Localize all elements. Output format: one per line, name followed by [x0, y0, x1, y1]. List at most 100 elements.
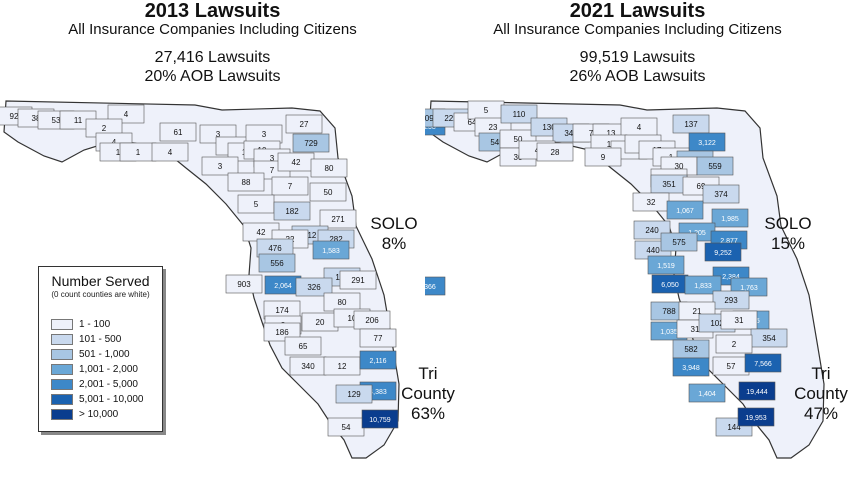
- county-area: [309, 182, 347, 202]
- county-label: 6,050: [661, 282, 679, 289]
- county-label: 30: [675, 162, 684, 171]
- county-area: [737, 407, 775, 427]
- county-area: [666, 200, 704, 220]
- county-label: 2,877: [720, 238, 738, 245]
- county-area: [584, 147, 622, 167]
- map-title: 2013 Lawsuits: [144, 0, 281, 22]
- county-label: 1,583: [322, 248, 340, 255]
- county-label: 440: [646, 246, 660, 255]
- county-label: 3: [270, 154, 275, 163]
- county-label: 1,763: [740, 285, 758, 292]
- county-label: 240: [645, 226, 659, 235]
- county-label: 174: [275, 306, 289, 315]
- legend-note: (0 count counties are white): [51, 290, 150, 299]
- county-area: [227, 172, 265, 192]
- county-area: [310, 158, 348, 178]
- county-label: 50: [324, 188, 333, 197]
- county-label: 92: [10, 112, 19, 121]
- county-label: 7,566: [754, 361, 772, 368]
- county-label: 2: [102, 124, 107, 133]
- county-label: 10: [348, 314, 357, 323]
- county-area: [258, 253, 296, 273]
- county-label: 19,953: [745, 415, 767, 422]
- county-label: 2,384: [722, 274, 740, 281]
- county-label: 729: [304, 139, 318, 148]
- legend-item: 501 - 1,000: [51, 349, 130, 360]
- county-area: [107, 104, 145, 124]
- county-label: 28: [551, 148, 560, 157]
- county-label: 80: [325, 164, 334, 173]
- county-label: 575: [672, 238, 686, 247]
- county-label: 903: [237, 280, 251, 289]
- county-label: 20: [316, 318, 325, 327]
- county-area: [704, 242, 742, 262]
- county-label: 282: [329, 235, 343, 244]
- county-area: [361, 409, 399, 429]
- county-label: 54: [342, 423, 351, 432]
- county-label: 1,833: [694, 283, 712, 290]
- county-label: 340: [301, 362, 315, 371]
- county-area: [672, 357, 710, 377]
- county-label: 65: [299, 342, 308, 351]
- county-label: 2,258: [425, 124, 436, 131]
- county-label: 186: [275, 328, 289, 337]
- county-label: 354: [762, 334, 776, 343]
- county-label: 3,122: [698, 140, 716, 147]
- county-label: 7: [288, 182, 293, 191]
- county-label: 351: [662, 180, 676, 189]
- county-label: 2,116: [370, 358, 387, 365]
- county-area: [159, 122, 197, 142]
- county-label: 206: [365, 316, 379, 325]
- county-label: 2,064: [274, 283, 292, 290]
- county-label: 42: [257, 228, 266, 237]
- county-label: 5: [254, 200, 259, 209]
- map-subtitle: All Insurance Companies Including Citize…: [493, 21, 782, 38]
- county-label: 77: [374, 334, 383, 343]
- county-label: 57: [727, 362, 736, 371]
- county-label: 130: [542, 123, 556, 132]
- county-label: 3: [216, 130, 221, 139]
- county-label: 112: [304, 231, 317, 240]
- county-area: [151, 142, 189, 162]
- county-area: [711, 208, 749, 228]
- county-label: 53: [52, 116, 61, 125]
- county-label: 19,444: [746, 389, 768, 396]
- county-label: 182: [285, 207, 299, 216]
- county-label: 23: [489, 123, 498, 132]
- solo-percent: 15%: [770, 234, 806, 253]
- county-label: 556: [270, 259, 284, 268]
- county-area: [536, 142, 574, 162]
- county-area: [684, 275, 722, 295]
- county-label: 12: [338, 362, 347, 371]
- aob-percentage: 20% AOB Lawsuits: [144, 68, 281, 85]
- county-label: 1,985: [721, 216, 739, 223]
- county-area: [660, 232, 698, 252]
- tri-county-label: Tri County 63%: [398, 364, 458, 424]
- county-label: 7: [589, 129, 594, 138]
- county-label: 5: [484, 106, 489, 115]
- county-label: 30: [514, 153, 523, 162]
- county-area: [738, 381, 776, 401]
- county-area: [292, 133, 330, 153]
- county-area: [688, 383, 726, 403]
- tri-county-percent: 47%: [803, 404, 839, 423]
- county-label: 3,948: [682, 365, 700, 372]
- legend-item: 1 - 100: [51, 319, 110, 330]
- county-area: [295, 277, 333, 297]
- legend-item: 1,001 - 2,000: [51, 364, 138, 375]
- county-label: 9,252: [714, 250, 732, 257]
- county-label: 10,759: [369, 417, 391, 424]
- florida-county-map: 9238531142461313111032772911474280388750…: [0, 100, 400, 459]
- county-label: 1,035: [660, 329, 678, 336]
- county-label: 4,383: [369, 389, 387, 396]
- map-subtitle: All Insurance Companies Including Citize…: [68, 21, 357, 38]
- county-label: 9: [601, 153, 606, 162]
- solo-label: SOLO 15%: [758, 214, 818, 254]
- county-area: [284, 336, 322, 356]
- county-area: [201, 156, 239, 176]
- county-label: 137: [684, 120, 698, 129]
- legend-item: 5,001 - 10,000: [51, 394, 144, 405]
- county-area: [696, 156, 734, 176]
- county-label: 293: [724, 296, 738, 305]
- county-label: 545: [490, 138, 504, 147]
